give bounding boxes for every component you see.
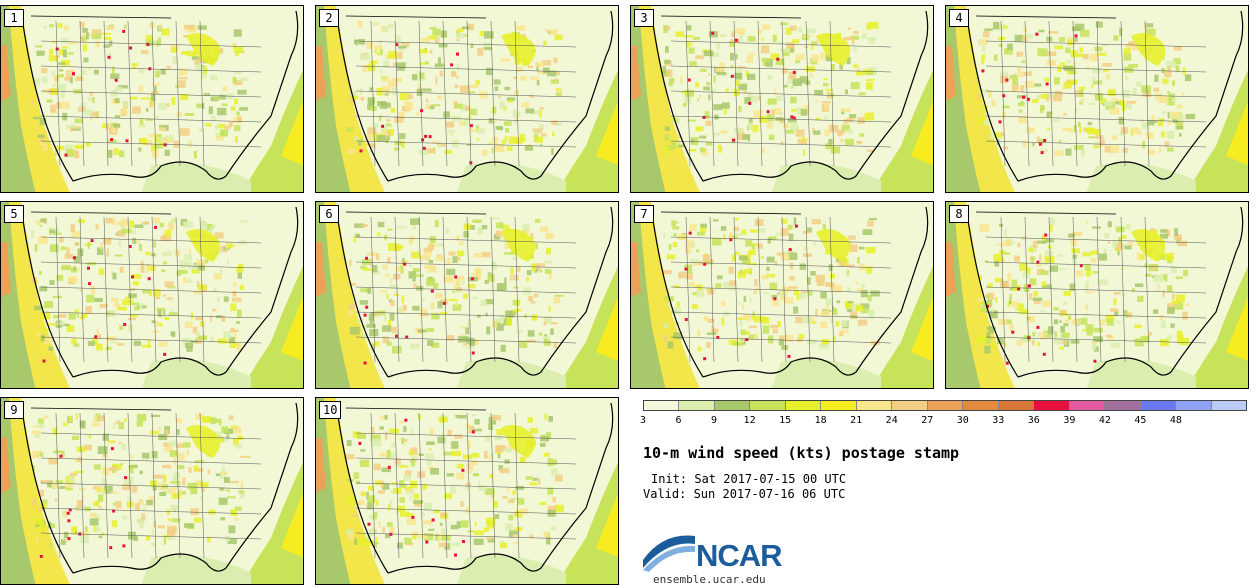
- ncar-logo-icon: [643, 535, 695, 572]
- colorbar-swatch: [750, 401, 786, 410]
- wind-speed-map: [946, 6, 1248, 192]
- member-number-label: 2: [319, 9, 339, 27]
- colorbar-tick-label: 30: [956, 415, 969, 426]
- wind-speed-map: [1, 202, 303, 388]
- colorbar-tick-label: 9: [711, 415, 718, 426]
- member-number-label: 1: [4, 9, 24, 27]
- member-panel: 7: [630, 201, 934, 389]
- member-number-label: 7: [634, 205, 654, 223]
- colorbar-tick-label: 36: [1027, 415, 1040, 426]
- colorbar-tick-label: 45: [1134, 415, 1147, 426]
- ncar-logo-text: NCAR: [696, 538, 783, 573]
- colorbar-swatch: [1034, 401, 1070, 410]
- member-panel: 4: [945, 5, 1249, 193]
- colorbar-swatch: [927, 401, 964, 410]
- wind-speed-map: [316, 398, 618, 584]
- colorbar-tick-label: 33: [992, 415, 1005, 426]
- member-panel: 3: [630, 5, 934, 193]
- chart-title: 10-m wind speed (kts) postage stamp: [643, 444, 960, 462]
- colorbar-swatch: [1211, 401, 1246, 410]
- colorbar-tick-label: 27: [921, 415, 934, 426]
- member-number-label: 8: [949, 205, 969, 223]
- colorbar-tick-labels: 3 6 9 12 15 18 21 24 27 30 33 36 39 42 45 48: [639, 415, 1247, 429]
- member-number-label: 5: [4, 205, 24, 223]
- init-time: Init: Sat 2017-07-15 00 UTC: [651, 472, 847, 486]
- colorbar-swatch: [1069, 401, 1106, 410]
- member-number-label: 9: [4, 401, 24, 419]
- colorbar-swatch: [1105, 401, 1141, 410]
- wind-speed-colorbar: [643, 400, 1247, 411]
- wind-speed-map: [316, 6, 618, 192]
- wind-speed-map: [946, 202, 1248, 388]
- wind-speed-map: [631, 202, 933, 388]
- colorbar-tick-label: 24: [885, 415, 898, 426]
- colorbar-tick-label: 18: [814, 415, 827, 426]
- member-panel: 2: [315, 5, 619, 193]
- member-number-label: 6: [319, 205, 339, 223]
- member-number-label: 10: [319, 401, 342, 419]
- member-panel: 8: [945, 201, 1249, 389]
- colorbar-tick-label: 42: [1098, 415, 1111, 426]
- colorbar-swatch: [679, 401, 715, 410]
- wind-speed-map: [316, 202, 618, 388]
- wind-speed-map: [1, 6, 303, 192]
- wind-speed-map: [1, 398, 303, 584]
- member-panel: 9: [0, 397, 304, 585]
- colorbar-swatch: [963, 401, 999, 410]
- colorbar-tick-label: 3: [639, 415, 647, 426]
- colorbar-swatch: [856, 401, 893, 410]
- colorbar-swatch: [998, 401, 1035, 410]
- colorbar-tick-label: 39: [1063, 415, 1076, 426]
- colorbar-tick-label: 15: [779, 415, 792, 426]
- colorbar-tick-label: 21: [850, 415, 863, 426]
- colorbar-tick-label: 6: [675, 415, 682, 426]
- valid-time: Valid: Sun 2017-07-16 06 UTC: [643, 487, 846, 501]
- colorbar-swatch: [1176, 401, 1212, 410]
- colorbar-swatch: [1140, 401, 1177, 410]
- member-panel: 10: [315, 397, 619, 585]
- member-panel: 1: [0, 5, 304, 193]
- colorbar-swatch: [714, 401, 751, 410]
- logo-url: ensemble.ucar.edu: [653, 573, 766, 586]
- member-panel: 5: [0, 201, 304, 389]
- wind-speed-map: [631, 6, 933, 192]
- colorbar-swatch: [821, 401, 857, 410]
- colorbar-swatch: [644, 401, 680, 410]
- colorbar-swatch: [892, 401, 928, 410]
- member-number-label: 4: [949, 9, 969, 27]
- colorbar-swatch: [785, 401, 822, 410]
- member-panel: 6: [315, 201, 619, 389]
- colorbar-tick-label: 48: [1169, 415, 1182, 426]
- member-number-label: 3: [634, 9, 654, 27]
- colorbar-tick-label: 12: [743, 415, 756, 426]
